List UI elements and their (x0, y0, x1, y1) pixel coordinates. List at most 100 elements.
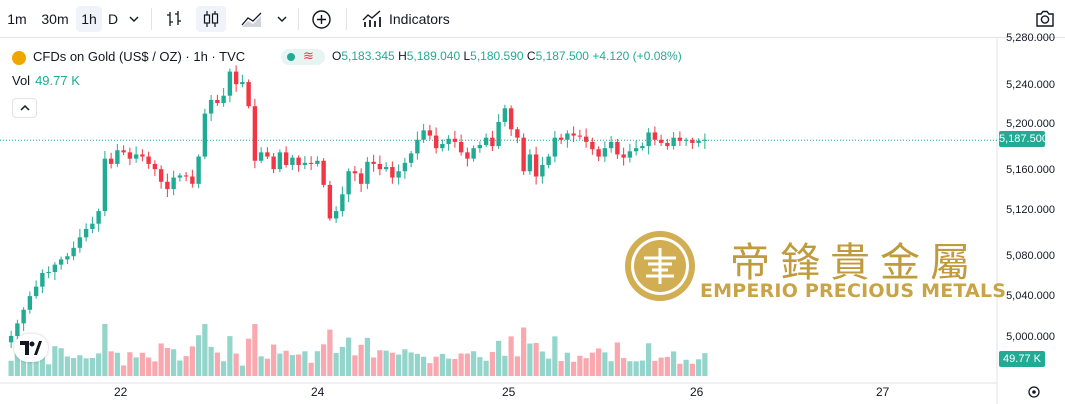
collapse-legend-button[interactable] (12, 98, 37, 118)
bar-chart-icon[interactable] (164, 9, 184, 29)
candles-button[interactable] (196, 6, 226, 32)
candle-body (427, 130, 433, 136)
interval-30m-button[interactable]: 30m (41, 11, 69, 27)
volume-bar (558, 361, 564, 376)
candle-body (302, 162, 308, 165)
volume-bar (671, 351, 677, 376)
price-axis-label: 5,240.000 (1006, 79, 1055, 91)
volume-bar (58, 348, 64, 376)
volume-bar (283, 350, 289, 376)
volume-bar (52, 346, 58, 376)
volume-bar (164, 347, 170, 376)
candle-body (508, 108, 514, 130)
candle-body (215, 99, 220, 104)
candle-body (83, 228, 89, 238)
price-axis-label: 5,080.000 (1006, 250, 1055, 262)
settings-icon[interactable] (1026, 384, 1042, 400)
candle-body (115, 150, 120, 164)
candle-body (496, 121, 501, 147)
volume-bar (308, 362, 314, 376)
volume-bar (408, 352, 414, 376)
volume-bar (446, 358, 452, 376)
toolbar-divider (151, 8, 152, 30)
candle-body (202, 113, 208, 157)
candle-body (308, 162, 314, 164)
volume-bar (483, 360, 489, 376)
time-axis-label: 27 (876, 385, 890, 399)
volume-bar (652, 360, 658, 376)
candle-body (52, 264, 58, 272)
candle-body (471, 148, 476, 159)
candle-body (246, 82, 251, 107)
volume-bar (602, 352, 608, 376)
tradingview-logo[interactable] (14, 334, 48, 362)
time-axis-label: 24 (311, 385, 325, 399)
chevron-down-icon[interactable] (276, 14, 288, 24)
candle-body (583, 136, 589, 142)
candle-body (421, 130, 426, 140)
candle-body (371, 161, 376, 164)
volume-bar (646, 343, 652, 376)
volume-bar (527, 343, 533, 376)
candle-body (521, 137, 526, 172)
interval-d-button[interactable]: D (107, 11, 119, 27)
volume-bar (71, 358, 77, 376)
candle-body (396, 171, 401, 178)
candle-body (196, 156, 201, 184)
volume-bar (158, 343, 164, 376)
candle-body (315, 160, 320, 164)
add-circle-icon[interactable] (311, 9, 332, 30)
toolbar-divider (346, 8, 347, 30)
price-chart[interactable] (0, 38, 1065, 404)
volume-bar (427, 363, 433, 376)
volume-bar (233, 353, 239, 376)
volume-bar (702, 353, 708, 376)
volume-bar (533, 342, 539, 376)
camera-icon[interactable] (1034, 9, 1056, 29)
interval-1h-button[interactable]: 1h (76, 6, 102, 32)
volume-bar (683, 359, 689, 376)
volume-bar (639, 360, 645, 376)
volume-bar (8, 360, 14, 376)
candle-body (646, 132, 651, 147)
candle-body (240, 82, 245, 85)
candle-body (208, 99, 214, 114)
symbol-title[interactable]: CFDs on Gold (US$ / OZ) · 1h · TVC (33, 49, 246, 64)
candle-body (33, 286, 39, 297)
volume-bar (552, 336, 558, 376)
candle-body (283, 152, 289, 165)
candle-body (465, 152, 470, 159)
candle-body (602, 148, 608, 157)
candles-icon (203, 11, 219, 27)
volume-legend[interactable]: Vol 49.77 K (12, 73, 80, 88)
chevron-down-icon[interactable] (128, 14, 140, 24)
interval-1m-button[interactable]: 1m (7, 11, 27, 27)
candle-body (58, 259, 64, 265)
candle-body (327, 184, 333, 219)
market-status-badge[interactable]: ≋ (281, 48, 325, 65)
indicators-button[interactable]: Indicators (358, 6, 458, 32)
volume-bar (371, 357, 377, 376)
volume-bar (289, 355, 295, 376)
volume-bar (689, 363, 695, 376)
indicators-label: Indicators (389, 11, 450, 27)
volume-bar (633, 361, 639, 376)
volume-bar (514, 356, 520, 376)
candle-body (277, 152, 283, 170)
candle-body (65, 256, 70, 260)
candle-body (408, 153, 414, 163)
volume-bar (402, 349, 408, 376)
volume-bar (396, 354, 402, 376)
volume-bar (146, 357, 152, 376)
price-axis-label: 5,040.000 (1006, 290, 1055, 302)
time-axis-label: 25 (502, 385, 516, 399)
volume-bar (383, 350, 389, 376)
candle-body (265, 152, 270, 157)
candle-body (552, 137, 558, 157)
candle-body (183, 175, 189, 177)
volume-bar (452, 358, 458, 376)
watermark-chinese-text: 帝鋒貴金屬 (730, 240, 980, 286)
candle-body (121, 150, 126, 153)
area-chart-icon[interactable] (240, 9, 264, 29)
candle-body (108, 158, 114, 164)
